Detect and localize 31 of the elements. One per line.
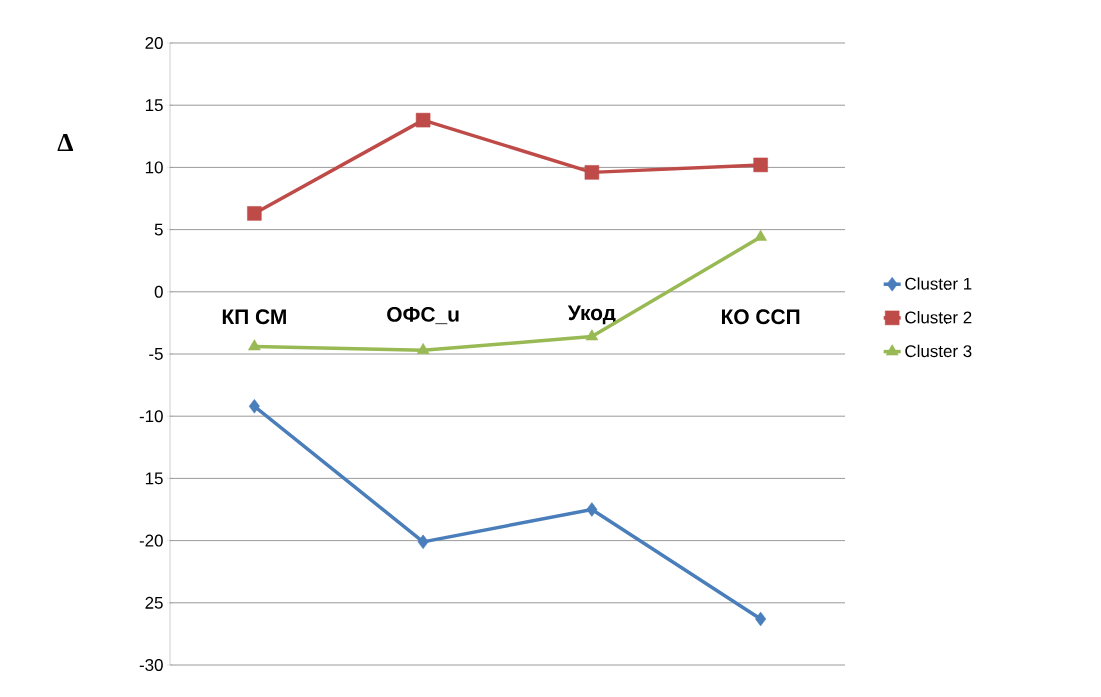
legend-label: Cluster 1 [905,277,972,290]
x-tick-label: Укод [567,305,616,325]
legend-label: Cluster 3 [905,344,972,358]
point [754,229,767,241]
point [415,112,431,128]
point [417,534,429,550]
point [753,157,768,173]
point [247,206,262,221]
y-tick-label: 20 [145,37,163,49]
y-axis-title: Δ [57,133,74,152]
y-tick-label: 0 [154,285,163,298]
point [248,399,260,414]
x-tick-label: КО ССП [721,309,800,325]
point [585,329,599,341]
y-tick-label: -5 [149,348,163,360]
y-tick-label: 10 [145,161,163,174]
point [586,502,598,517]
y-tick-label: -20 [139,534,163,547]
y-tick-label: 25 [145,596,163,609]
y-tick-label: 5 [154,223,163,236]
point [248,339,261,351]
x-tick-label: КП СМ [222,309,286,325]
legend-label: Cluster 2 [905,311,972,324]
y-tick-label: 15 [145,472,163,485]
point [584,165,600,180]
y-tick-label: -10 [139,410,163,423]
y-tick-label: -30 [139,659,163,671]
y-tick-label: 15 [145,99,163,112]
x-tick-label: ОФС_u [387,306,459,325]
point [755,611,767,627]
point [416,343,430,354]
